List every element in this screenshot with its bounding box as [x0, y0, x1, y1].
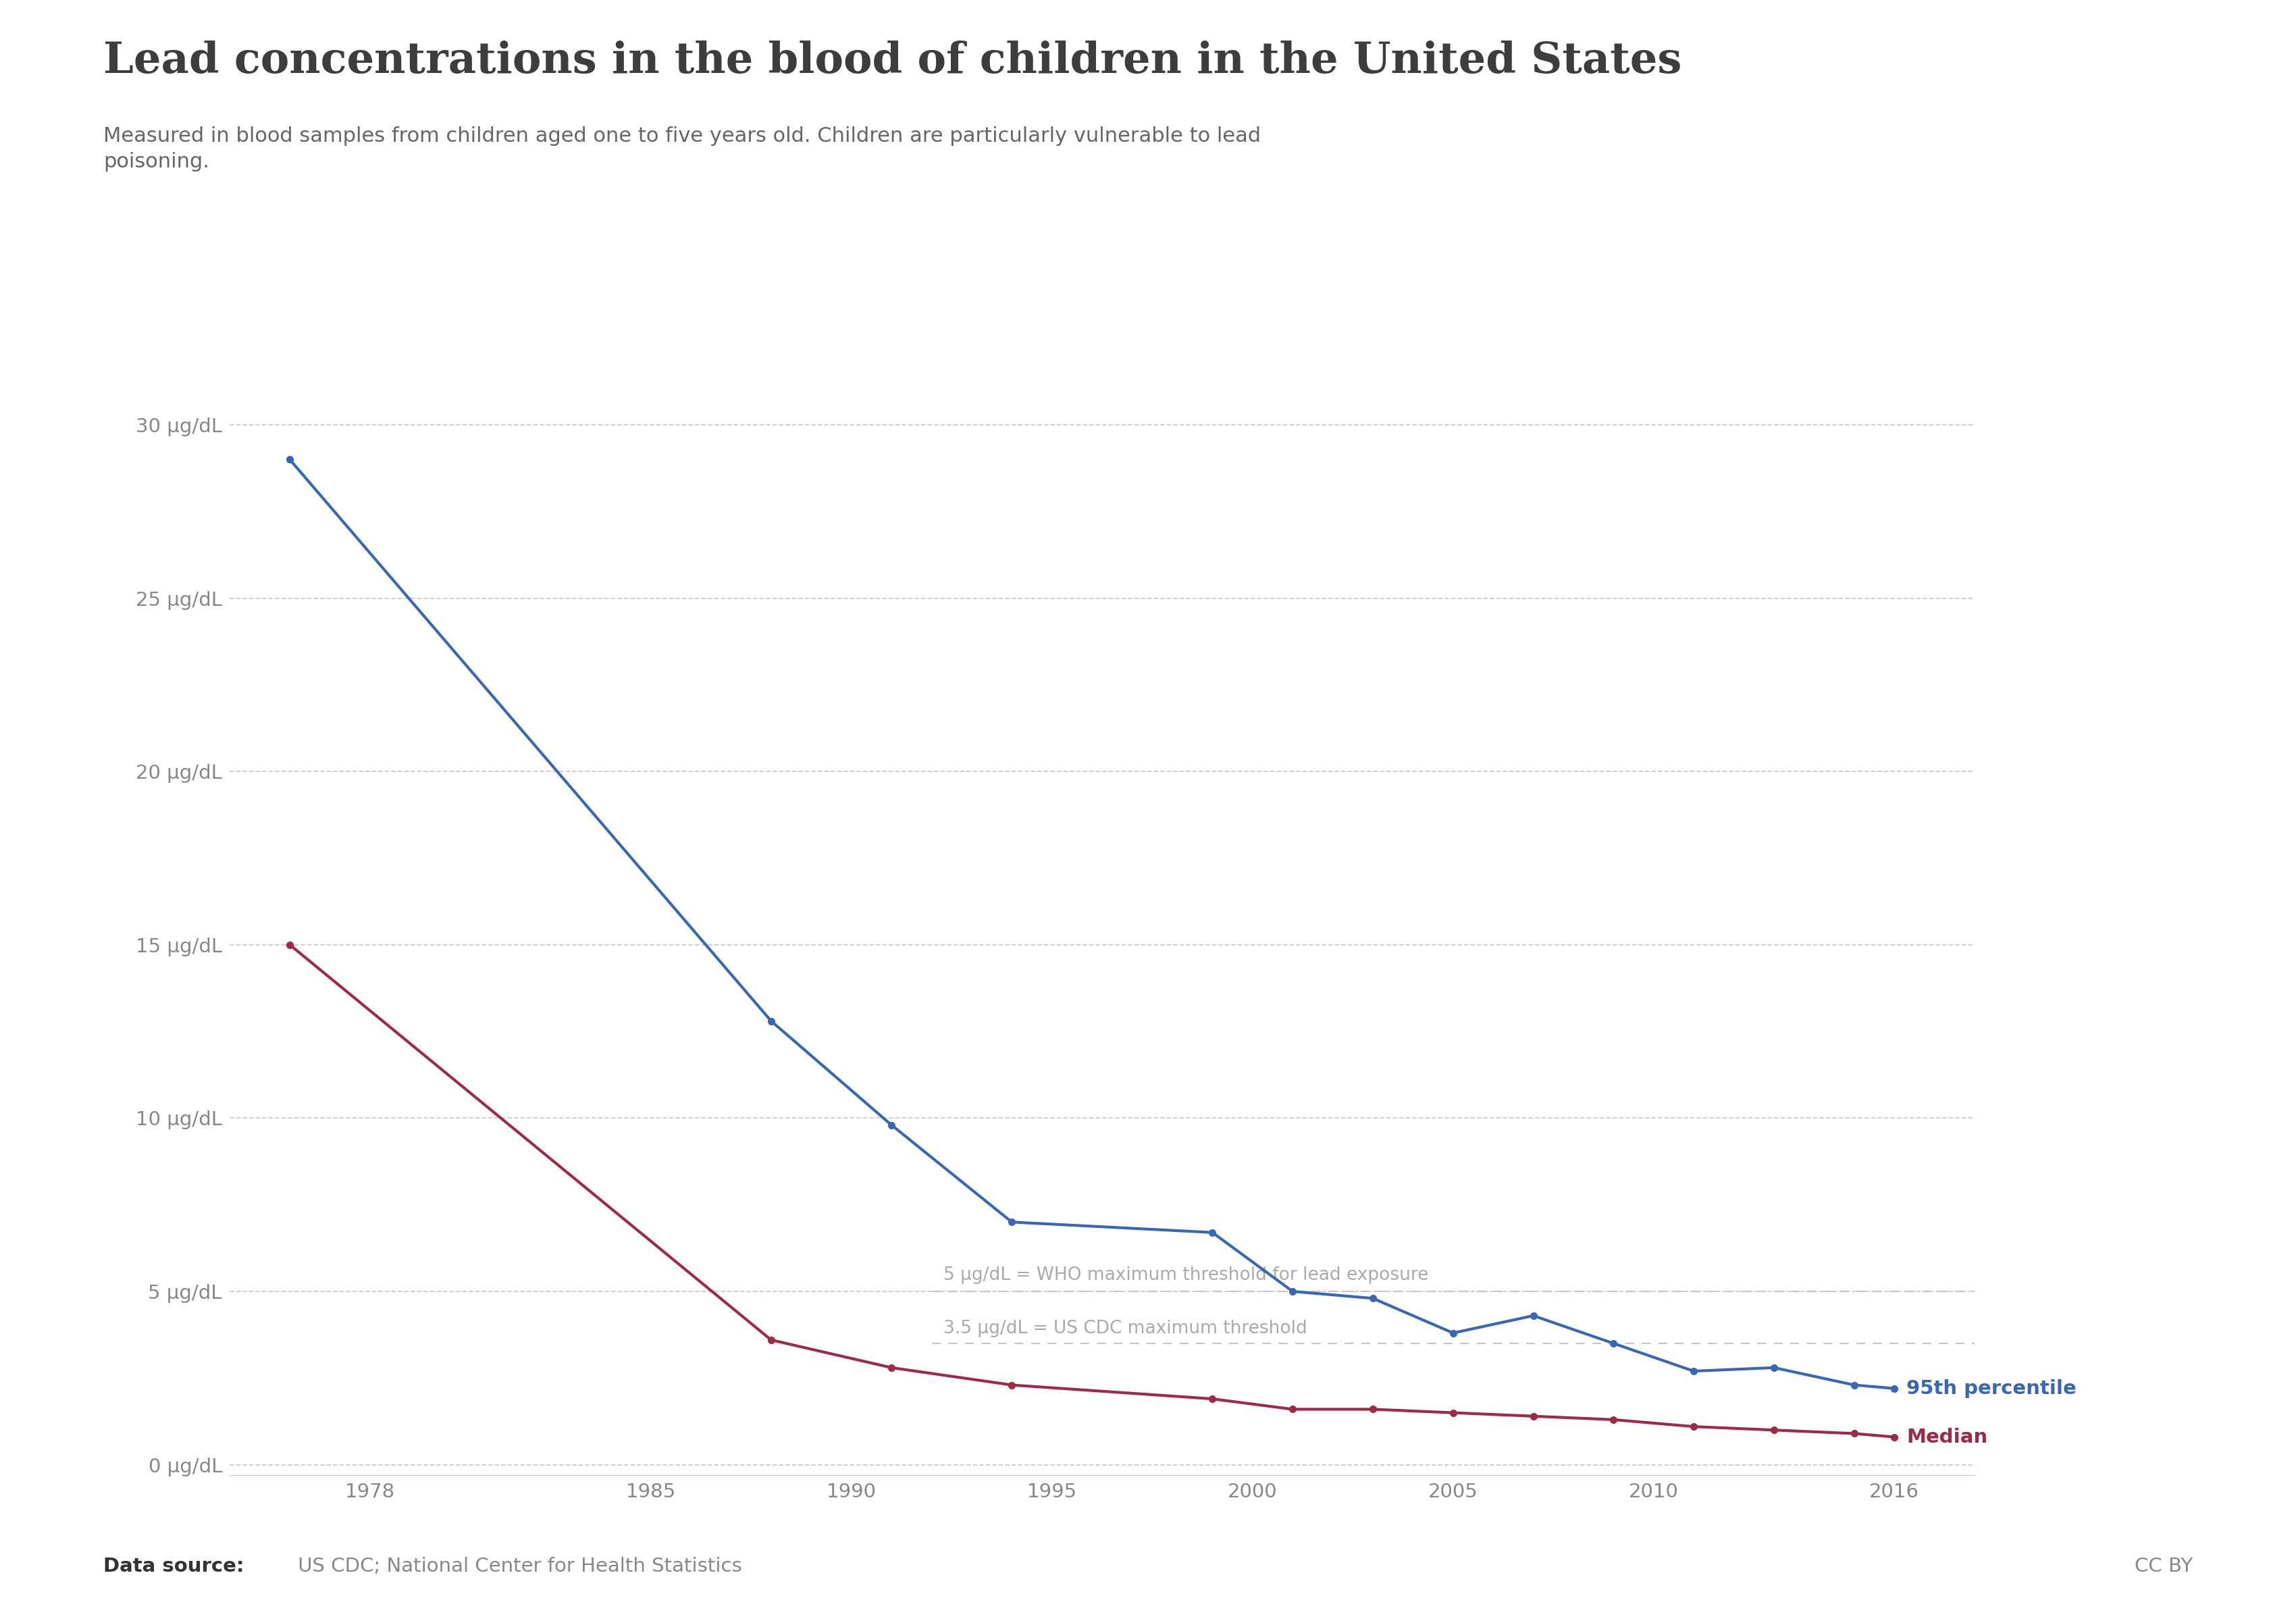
Text: Our World: Our World — [2046, 47, 2147, 65]
Text: CC BY: CC BY — [2135, 1556, 2193, 1576]
Text: in Data: in Data — [2060, 84, 2133, 101]
Text: 3.5 μg/dL = US CDC maximum threshold: 3.5 μg/dL = US CDC maximum threshold — [944, 1319, 1306, 1337]
Text: 95th percentile: 95th percentile — [1906, 1379, 2076, 1397]
Text: Lead concentrations in the blood of children in the United States: Lead concentrations in the blood of chil… — [103, 41, 1681, 81]
Text: Median: Median — [1906, 1428, 1988, 1446]
Text: Data source:: Data source: — [103, 1556, 243, 1576]
Text: 5 μg/dL = WHO maximum threshold for lead exposure: 5 μg/dL = WHO maximum threshold for lead… — [944, 1266, 1428, 1284]
Text: US CDC; National Center for Health Statistics: US CDC; National Center for Health Stati… — [292, 1556, 742, 1576]
Text: Measured in blood samples from children aged one to five years old. Children are: Measured in blood samples from children … — [103, 126, 1261, 172]
